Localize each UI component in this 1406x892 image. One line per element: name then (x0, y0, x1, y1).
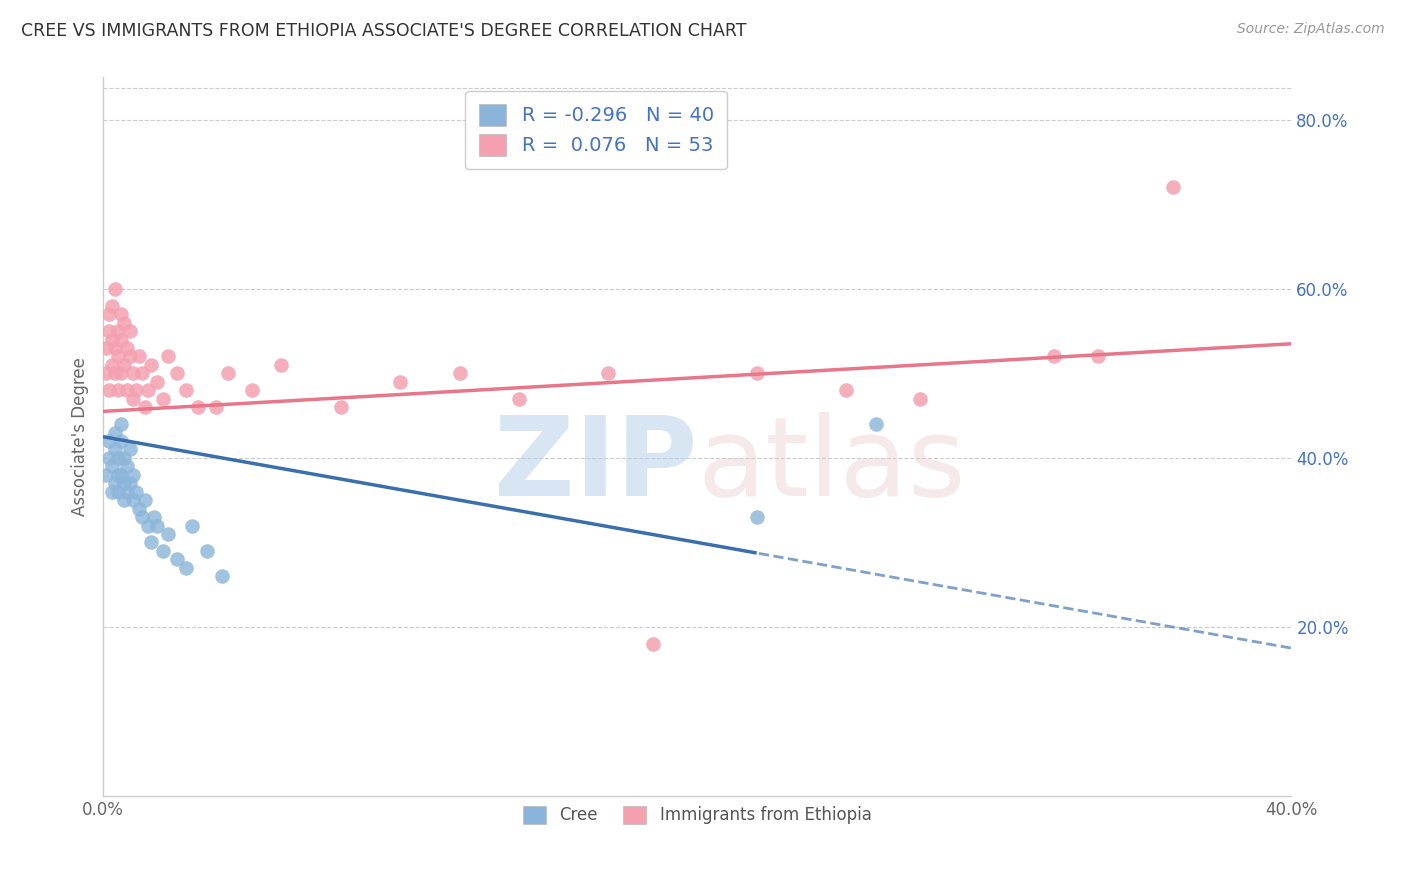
Point (107, 484, 129, 499)
Point (94, 367, 117, 381)
Point (745, 367, 768, 381)
Point (94, 341, 117, 355)
Point (112, 450, 135, 465)
Point (121, 467, 143, 482)
Point (166, 367, 188, 381)
Point (240, 384, 263, 398)
Point (195, 544, 218, 558)
Point (134, 493, 156, 508)
Point (121, 493, 143, 508)
Point (136, 518, 159, 533)
Point (128, 350, 150, 364)
Point (745, 510, 768, 524)
Point (131, 510, 153, 524)
Point (641, 637, 664, 651)
Point (118, 350, 141, 364)
Point (110, 307, 132, 321)
Point (110, 417, 132, 431)
Text: atlas: atlas (697, 412, 966, 519)
Point (115, 484, 138, 499)
Point (104, 367, 127, 381)
Point (136, 384, 159, 398)
Point (128, 501, 150, 516)
Point (121, 367, 143, 381)
Point (107, 350, 129, 364)
Point (508, 392, 530, 406)
Point (101, 358, 124, 372)
Point (187, 400, 209, 414)
Point (107, 450, 129, 465)
Legend: Cree, Immigrants from Ethiopia: Cree, Immigrants from Ethiopia (513, 796, 882, 835)
Point (211, 569, 233, 583)
Text: CREE VS IMMIGRANTS FROM ETHIOPIA ASSOCIATE'S DEGREE CORRELATION CHART: CREE VS IMMIGRANTS FROM ETHIOPIA ASSOCIA… (21, 22, 747, 40)
Point (98, 434, 121, 448)
Point (835, 384, 858, 398)
Point (115, 384, 138, 398)
Point (1042, 350, 1064, 364)
Point (152, 392, 174, 406)
Point (598, 367, 620, 381)
Point (157, 527, 180, 541)
Point (152, 544, 174, 558)
Point (101, 299, 124, 313)
Point (101, 484, 124, 499)
Point (98, 384, 121, 398)
Point (389, 375, 412, 389)
Point (157, 350, 180, 364)
Point (104, 476, 127, 491)
Point (110, 434, 132, 448)
Point (118, 442, 141, 457)
Point (118, 476, 141, 491)
Point (1087, 350, 1109, 364)
Point (115, 459, 138, 474)
Point (98, 307, 121, 321)
Point (270, 358, 292, 372)
Point (112, 476, 135, 491)
Point (125, 384, 148, 398)
Point (121, 392, 143, 406)
Point (865, 417, 887, 431)
Point (217, 367, 239, 381)
Point (104, 341, 127, 355)
Y-axis label: Associate's Degree: Associate's Degree (72, 358, 89, 516)
Point (181, 518, 204, 533)
Point (145, 375, 167, 389)
Point (112, 358, 135, 372)
Point (449, 367, 471, 381)
Text: ZIP: ZIP (494, 412, 697, 519)
Point (98, 450, 121, 465)
Point (131, 367, 153, 381)
Point (112, 316, 135, 330)
Point (908, 392, 931, 406)
Point (329, 400, 352, 414)
Point (104, 442, 127, 457)
Point (205, 400, 228, 414)
Point (139, 358, 162, 372)
Point (94, 467, 117, 482)
Point (110, 367, 132, 381)
Point (176, 561, 198, 575)
Point (107, 324, 129, 338)
Point (107, 467, 129, 482)
Point (176, 384, 198, 398)
Point (101, 459, 124, 474)
Point (115, 341, 138, 355)
Text: Source: ZipAtlas.com: Source: ZipAtlas.com (1237, 22, 1385, 37)
Point (104, 282, 127, 296)
Point (142, 510, 165, 524)
Point (110, 467, 132, 482)
Point (1161, 180, 1184, 194)
Point (134, 400, 156, 414)
Point (166, 552, 188, 566)
Point (125, 484, 148, 499)
Point (101, 333, 124, 347)
Point (118, 324, 141, 338)
Point (110, 333, 132, 347)
Point (145, 518, 167, 533)
Point (112, 493, 135, 508)
Point (139, 535, 162, 549)
Point (104, 425, 127, 440)
Point (98, 324, 121, 338)
Point (107, 384, 129, 398)
